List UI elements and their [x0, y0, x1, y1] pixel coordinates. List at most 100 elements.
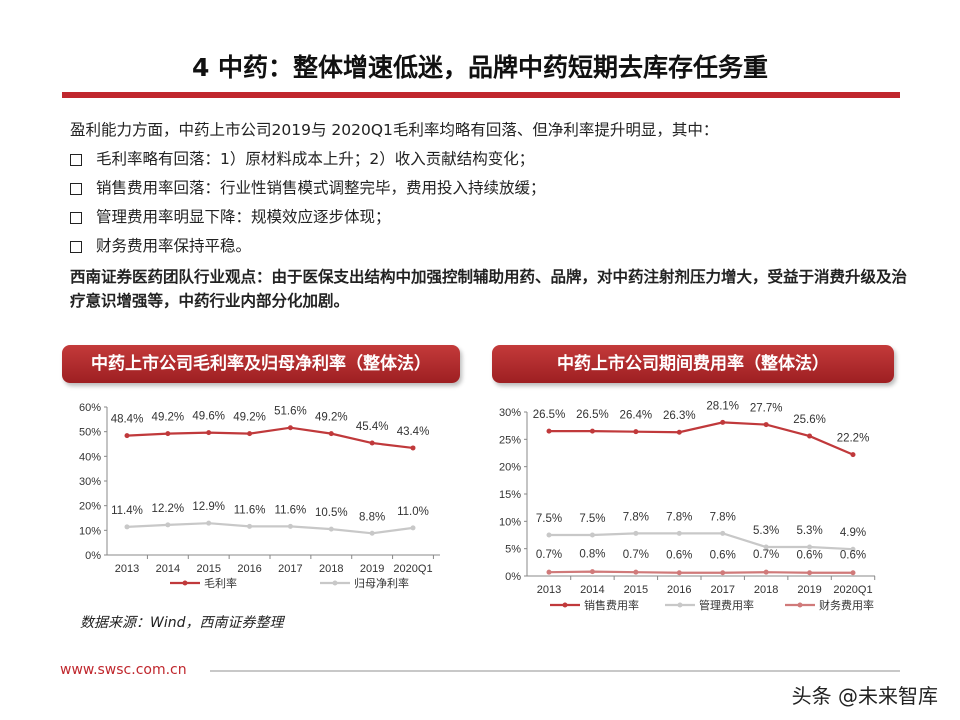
data-label: 4.9% — [840, 527, 866, 539]
data-point — [165, 522, 171, 528]
y-tick-label: 30% — [499, 407, 521, 419]
data-point — [247, 431, 253, 437]
y-tick-label: 15% — [499, 489, 521, 501]
x-tick-label: 2013 — [537, 584, 561, 596]
data-label: 11.6% — [234, 504, 266, 516]
data-label: 26.3% — [663, 410, 696, 422]
x-tick-label: 2020Q1 — [393, 563, 432, 575]
series-line-毛利率 — [126, 426, 414, 450]
data-point — [720, 530, 726, 536]
y-tick-label: 5% — [505, 544, 521, 556]
bullet-text: 财务费用率保持平稳。 — [96, 237, 252, 255]
data-point — [763, 569, 769, 575]
data-point — [589, 428, 595, 434]
data-point — [633, 429, 639, 435]
data-label: 11.6% — [275, 504, 307, 516]
legend-label: 管理费用率 — [699, 598, 754, 612]
legend-label: 销售费用率 — [584, 598, 639, 612]
data-point — [807, 544, 813, 550]
legend-marker — [562, 602, 568, 608]
data-label: 26.5% — [576, 409, 609, 421]
data-point — [807, 433, 813, 439]
x-tick-label: 2018 — [319, 563, 343, 575]
data-label: 26.5% — [533, 409, 566, 421]
data-label: 26.4% — [620, 410, 653, 422]
data-point — [676, 570, 682, 576]
data-label: 7.8% — [623, 511, 649, 523]
data-label: 7.5% — [536, 513, 562, 525]
chart-title-expense: 中药上市公司期间费用率（整体法） — [492, 345, 894, 383]
footer-url[interactable]: www.swsc.com.cn — [60, 662, 187, 678]
data-source: 数据来源：Wind，西南证券整理 — [80, 615, 284, 631]
data-label: 8.8% — [359, 511, 385, 523]
data-point — [206, 520, 212, 526]
y-tick-label: 10% — [79, 525, 101, 537]
y-tick-label: 10% — [499, 516, 521, 528]
watermark: 头条 @未来智库 — [791, 684, 938, 708]
data-label: 28.1% — [706, 400, 739, 412]
legend-label: 归母净利率 — [354, 576, 409, 590]
data-point — [763, 422, 769, 428]
data-label: 27.7% — [750, 403, 783, 415]
data-point — [720, 570, 726, 576]
x-tick-label: 2015 — [196, 563, 220, 575]
series-line-销售费用率 — [549, 421, 854, 456]
bullet-item: 毛利率略有回落：1）原材料成本上升；2）收入贡献结构变化； — [70, 145, 910, 174]
legend-label: 毛利率 — [204, 576, 237, 590]
data-point — [369, 530, 375, 536]
data-point — [410, 445, 416, 451]
data-label: 45.4% — [356, 421, 389, 433]
data-label: 0.6% — [796, 550, 822, 562]
data-label: 49.2% — [152, 412, 185, 424]
data-point — [850, 546, 856, 552]
x-tick-label: 2017 — [710, 584, 734, 596]
x-tick-label: 2017 — [278, 563, 302, 575]
data-point — [850, 452, 856, 458]
chart-title-margin: 中药上市公司毛利率及归母净利率（整体法） — [62, 345, 460, 383]
x-tick-label: 2018 — [754, 584, 778, 596]
y-tick-label: 20% — [79, 501, 101, 513]
footer-divider — [210, 670, 900, 672]
y-tick-label: 25% — [499, 434, 521, 446]
data-point — [124, 433, 130, 439]
x-tick-label: 2013 — [115, 563, 139, 575]
data-label: 7.8% — [666, 511, 692, 523]
data-label: 5.3% — [796, 525, 822, 537]
data-label: 5.3% — [753, 525, 779, 537]
bullet-text: 毛利率略有回落：1）原材料成本上升；2）收入贡献结构变化； — [96, 150, 535, 168]
data-point — [633, 530, 639, 536]
data-point — [410, 525, 416, 531]
data-label: 12.9% — [192, 501, 225, 513]
bullet-text: 销售费用率回落：行业性销售模式调整完毕，费用投入持续放缓； — [96, 179, 546, 197]
expense-chart: 0% 5% 10% 15% 20% 25% 30% 2013 2014 2015 2016 2017 2… — [499, 400, 876, 612]
bullet-item: 财务费用率保持平稳。 — [70, 232, 910, 261]
data-point — [633, 569, 639, 575]
data-label: 7.8% — [710, 511, 736, 523]
x-tick-label: 2014 — [580, 584, 604, 596]
series-line-管理费用率 — [549, 532, 854, 551]
data-label: 49.2% — [315, 412, 348, 424]
data-label: 0.7% — [753, 549, 779, 561]
data-point — [369, 440, 375, 446]
data-label: 11.0% — [397, 506, 429, 518]
data-point — [763, 544, 769, 550]
data-point — [850, 570, 856, 576]
data-label: 48.4% — [111, 414, 144, 426]
series-line-归母净利率 — [126, 522, 414, 535]
data-point — [807, 570, 813, 576]
data-point — [287, 523, 293, 529]
x-tick-label: 2016 — [667, 584, 691, 596]
data-label: 0.6% — [666, 550, 692, 562]
bullet-item: 销售费用率回落：行业性销售模式调整完毕，费用投入持续放缓； — [70, 174, 910, 203]
title-divider — [62, 92, 900, 98]
summary-text: 盈利能力方面，中药上市公司2019与 2020Q1毛利率均略有回落、但净利率提升… — [70, 116, 910, 313]
x-tick-label: 2019 — [797, 584, 821, 596]
page-title: 4 中药：整体增速低迷，品牌中药短期去库存任务重 — [191, 53, 769, 82]
data-label: 49.2% — [233, 412, 266, 424]
data-label: 12.2% — [152, 503, 185, 515]
data-label: 0.7% — [536, 549, 562, 561]
x-tick-label: 2015 — [624, 584, 648, 596]
data-point — [676, 530, 682, 536]
data-label: 51.6% — [274, 406, 307, 418]
data-label: 11.4% — [111, 505, 143, 517]
